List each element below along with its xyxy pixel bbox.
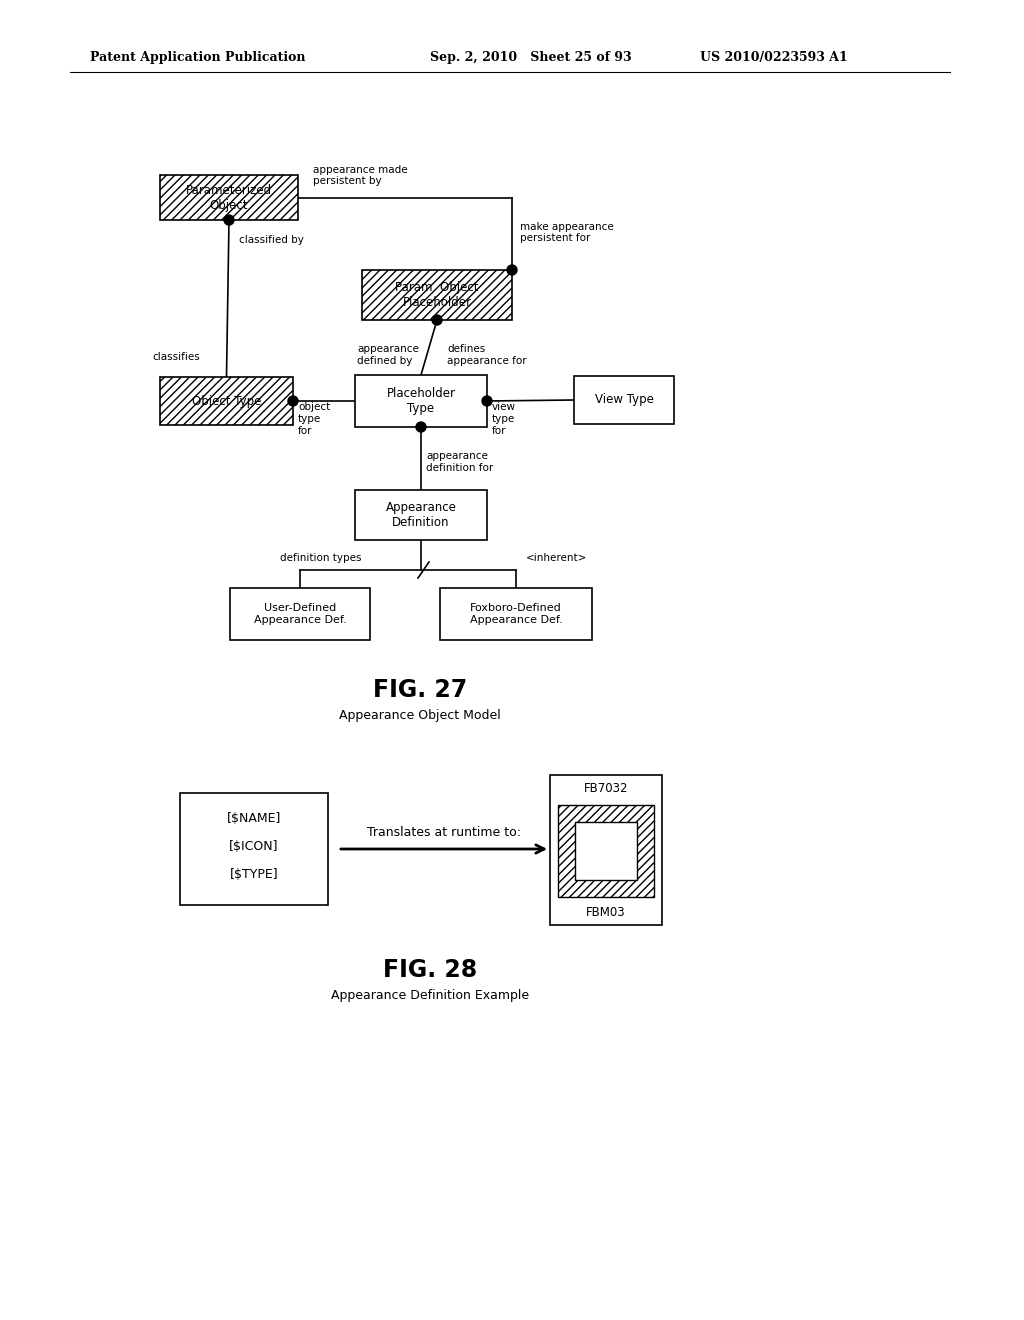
Bar bbox=[355, 375, 487, 426]
Text: FIG. 28: FIG. 28 bbox=[383, 958, 477, 982]
Text: Patent Application Publication: Patent Application Publication bbox=[90, 51, 305, 65]
Bar bbox=[362, 271, 512, 319]
Text: FBM03: FBM03 bbox=[586, 907, 626, 920]
Text: appearance
defined by: appearance defined by bbox=[357, 345, 419, 366]
Text: FIG. 27: FIG. 27 bbox=[373, 678, 467, 702]
Text: US 2010/0223593 A1: US 2010/0223593 A1 bbox=[700, 51, 848, 65]
Text: Parameterized
Object: Parameterized Object bbox=[186, 183, 272, 211]
Bar bbox=[160, 176, 298, 220]
Text: User-Defined
Appearance Def.: User-Defined Appearance Def. bbox=[254, 603, 346, 624]
Text: definition types: definition types bbox=[280, 553, 361, 564]
Text: Object Type: Object Type bbox=[191, 395, 261, 408]
Bar bbox=[550, 775, 662, 925]
Text: Appearance Object Model: Appearance Object Model bbox=[339, 709, 501, 722]
Text: classifies: classifies bbox=[152, 352, 200, 362]
Circle shape bbox=[224, 215, 234, 224]
Text: Sep. 2, 2010   Sheet 25 of 93: Sep. 2, 2010 Sheet 25 of 93 bbox=[430, 51, 632, 65]
Circle shape bbox=[416, 422, 426, 432]
Bar bbox=[160, 176, 298, 220]
Text: appearance
definition for: appearance definition for bbox=[426, 451, 494, 473]
Bar bbox=[160, 378, 293, 425]
Text: object
type
for: object type for bbox=[298, 403, 331, 436]
Bar bbox=[440, 587, 592, 640]
Text: defines
appearance for: defines appearance for bbox=[447, 345, 526, 366]
Text: Foxboro-Defined
Appearance Def.: Foxboro-Defined Appearance Def. bbox=[470, 603, 562, 624]
Text: [$NAME]: [$NAME] bbox=[226, 812, 282, 825]
Bar bbox=[230, 587, 370, 640]
Bar bbox=[180, 793, 328, 906]
Bar bbox=[362, 271, 512, 319]
Circle shape bbox=[432, 315, 442, 325]
Text: Appearance
Definition: Appearance Definition bbox=[386, 502, 457, 529]
Text: Translates at runtime to:: Translates at runtime to: bbox=[367, 826, 521, 840]
Circle shape bbox=[288, 396, 298, 407]
Text: View Type: View Type bbox=[595, 393, 653, 407]
Text: <inherent>: <inherent> bbox=[526, 553, 588, 564]
Text: Appearance Definition Example: Appearance Definition Example bbox=[331, 989, 529, 1002]
Circle shape bbox=[482, 396, 492, 407]
Text: Placeholder
Type: Placeholder Type bbox=[386, 387, 456, 414]
Text: appearance made
persistent by: appearance made persistent by bbox=[313, 165, 408, 186]
Bar bbox=[574, 376, 674, 424]
Bar bbox=[575, 821, 637, 880]
Text: FB7032: FB7032 bbox=[584, 783, 629, 796]
Text: make appearance
persistent for: make appearance persistent for bbox=[520, 222, 613, 243]
Text: Param. Object
Placeholder: Param. Object Placeholder bbox=[395, 281, 479, 309]
Bar bbox=[160, 378, 293, 425]
Text: view
type
for: view type for bbox=[492, 403, 516, 436]
Bar bbox=[558, 805, 654, 898]
Text: [$ICON]: [$ICON] bbox=[229, 840, 279, 853]
Bar bbox=[355, 490, 487, 540]
Text: classified by: classified by bbox=[239, 235, 304, 246]
Text: [$TYPE]: [$TYPE] bbox=[229, 867, 279, 880]
Circle shape bbox=[507, 265, 517, 275]
